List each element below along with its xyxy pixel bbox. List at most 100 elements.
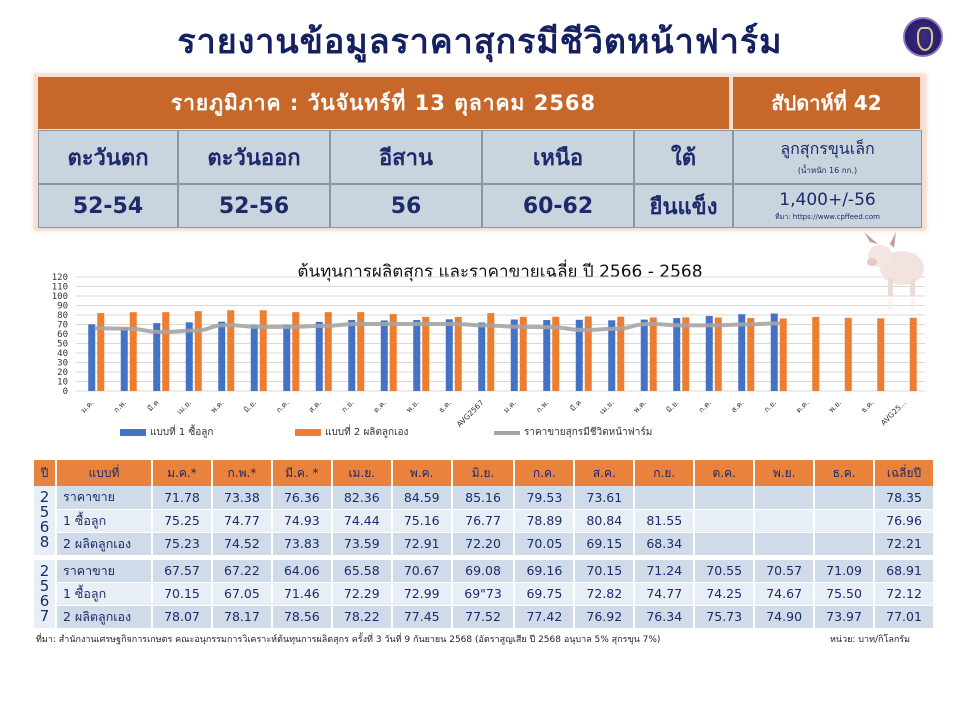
table-row: 1 ซื้อลูก 75.25 74.77 74.93 74.44 75.16 76.77 7… — [34, 509, 935, 533]
x-tick-label: มี.ค — [146, 398, 161, 413]
y-tick-label: 90 — [57, 302, 68, 312]
value-cell: 67.57 — [152, 559, 213, 583]
table-row: 2 5 6 8 ราคาขาย 71.78 73.38 76.36 82.36 84.59 85.1… — [34, 486, 935, 556]
x-tick-label: AVG2567 — [455, 398, 486, 429]
value-cell: 80.84 — [574, 509, 636, 533]
bar-series-2 — [357, 312, 365, 391]
value-cell: 72.12 — [874, 582, 935, 606]
bar-series-1 — [445, 319, 453, 391]
table-group-spacer — [34, 555, 935, 560]
x-tick-label: พ.ย. — [404, 398, 420, 414]
bar-series-1 — [673, 318, 681, 391]
region-header-northeast: อีสาน — [330, 130, 482, 184]
value-cell — [754, 509, 816, 533]
piglet-price-cell: 1,400+/-56 ที่มา: https://www.cpffeed.co… — [733, 184, 922, 228]
value-cell: 72.99 — [391, 582, 453, 606]
piglet-label: ลูกสุกรขุนเล็ก — [780, 139, 875, 158]
x-tick-label: ก.ค. — [697, 398, 713, 414]
value-cell: 78.17 — [211, 605, 273, 629]
bar-series-2 — [227, 310, 235, 391]
piglet-price: 1,400+/-56 — [779, 189, 876, 210]
bar-series-1 — [738, 314, 746, 391]
value-cell — [814, 509, 876, 533]
bar-series-2 — [129, 312, 137, 391]
x-tick-label: มี.ค — [568, 398, 583, 413]
bar-series-1 — [608, 320, 616, 391]
bar-series-1 — [120, 327, 128, 391]
y-tick-label: 50 — [57, 340, 68, 350]
value-cell: 82.36 — [331, 486, 393, 510]
value-cell — [814, 532, 876, 556]
cost-price-table: ปี แบบที่ ม.ค.* ก.พ.* มี.ค. * เม.ย. พ.ค. มิ.ย. ก… — [34, 460, 935, 629]
line-series-price — [94, 321, 781, 335]
value-cell: 70.05 — [514, 532, 576, 556]
value-cell: 77.45 — [391, 605, 453, 629]
y-tick-label: 110 — [52, 283, 68, 293]
region-price-south: ยืนแข็ง — [634, 184, 733, 228]
value-cell — [694, 532, 756, 556]
value-cell: 78.56 — [271, 605, 333, 629]
bar-series-1 — [250, 324, 258, 391]
piglet-weight: (น้ำหนัก 16 กก.) — [797, 166, 858, 175]
y-tick-label: 10 — [57, 378, 68, 388]
region-header-west: ตะวันตก — [38, 130, 178, 184]
bar-series-2 — [649, 317, 657, 391]
bar-series-2 — [259, 310, 267, 391]
summary-heading: รายภูมิภาค : วันจันทร์ที่ 13 ตุลาคม 2568 — [38, 77, 731, 129]
value-cell: 74.25 — [694, 582, 756, 606]
bar-series-2 — [389, 314, 397, 391]
bar-series-2 — [552, 316, 560, 391]
legend-series-2: แบบที่ 2 ผลิตลูกเอง — [295, 425, 408, 440]
table-header-cell: ก.ค. — [514, 460, 576, 486]
x-tick-label: ธ.ค. — [437, 398, 454, 415]
table-header-cell: พ.ย. — [754, 460, 816, 486]
table-row: 2 ผลิตลูกเอง 75.23 74.52 73.83 73.59 72.91 72.… — [34, 532, 935, 556]
legend-swatch-blue — [120, 429, 146, 436]
table-header-cell: แบบที่ — [56, 460, 153, 486]
value-cell — [694, 509, 756, 533]
source-footnote: ที่มา: สำนักงานเศรษฐกิจการเกษตร คณะอนุกร… — [36, 635, 661, 645]
value-cell: 69.75 — [514, 582, 576, 606]
region-header-east: ตะวันออก — [178, 130, 330, 184]
table-header-cell: เม.ย. — [331, 460, 393, 486]
value-cell: 76.34 — [634, 605, 696, 629]
value-cell: 75.73 — [694, 605, 756, 629]
value-cell: 71.24 — [634, 559, 696, 583]
bar-series-1 — [185, 322, 193, 391]
table-header-row: ปี แบบที่ ม.ค.* ก.พ.* มี.ค. * เม.ย. พ.ค. มิ.ย. ก… — [34, 460, 935, 486]
x-tick-label: เม.ย. — [598, 398, 616, 416]
value-cell: 74.90 — [754, 605, 816, 629]
y-tick-label: 100 — [52, 292, 68, 302]
bar-series-1 — [510, 319, 518, 391]
piglet-source: ที่มา: https://www.cpffeed.com — [775, 212, 880, 221]
table-row: 2 5 6 7 ราคาขาย 67.57 67.22 64.06 65.58 70.67 69.0… — [34, 559, 935, 629]
bar-series-2 — [909, 317, 917, 391]
value-cell — [694, 486, 756, 510]
region-price-northeast: 56 — [330, 184, 482, 228]
table-row: 2 ผลิตลูกเอง 78.07 78.17 78.56 78.22 77.45 77.… — [34, 605, 935, 629]
type-cell: ราคาขาย — [56, 486, 153, 510]
table-row: 1 ซื้อลูก 70.15 67.05 71.46 72.29 72.99 69"73 6… — [34, 582, 935, 606]
value-cell: 74.52 — [211, 532, 273, 556]
value-cell: 72.29 — [331, 582, 393, 606]
value-cell: 77.42 — [514, 605, 576, 629]
legend-series-3: ราคาขายสุกรมีชีวิตหน้าฟาร์ม — [494, 425, 652, 440]
table-header-cell: ปี — [34, 460, 57, 486]
region-price-east: 52-56 — [178, 184, 330, 228]
bar-series-2 — [454, 316, 462, 391]
value-cell: 78.22 — [331, 605, 393, 629]
value-cell: 78.89 — [514, 509, 576, 533]
table-header-cell: ต.ค. — [694, 460, 756, 486]
value-cell: 81.55 — [634, 509, 696, 533]
legend-series-1: แบบที่ 1 ซื้อลูก — [120, 425, 213, 440]
value-cell: 73.61 — [574, 486, 636, 510]
region-header-south: ใต้ — [634, 130, 733, 184]
bar-series-1 — [478, 322, 486, 391]
value-cell: 65.58 — [331, 559, 393, 583]
table-header-cell: พ.ค. — [391, 460, 453, 486]
bar-series-2 — [422, 316, 430, 391]
value-cell: 69.08 — [451, 559, 516, 583]
value-cell: 73.38 — [211, 486, 273, 510]
